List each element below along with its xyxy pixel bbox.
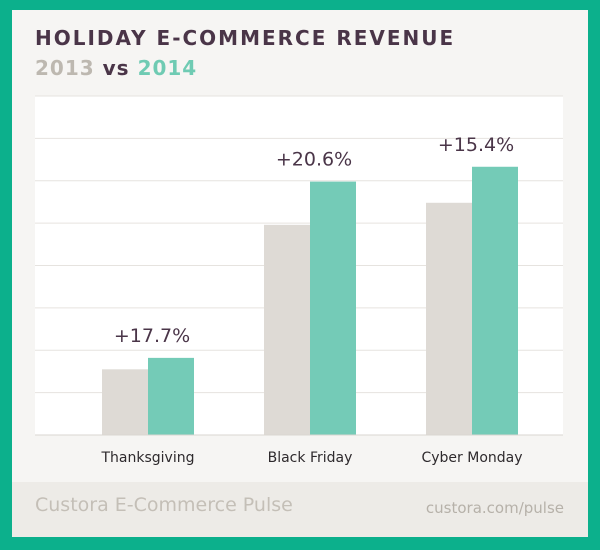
footer-url[interactable]: custora.com/pulse	[425, 499, 564, 517]
chart-card: HOLIDAY E-COMMERCE REVENUE 2013 vs 2014 …	[12, 10, 588, 537]
bar-2013-black-friday	[264, 224, 310, 435]
data-label-change: +15.4%	[438, 134, 514, 156]
data-label-change: +20.6%	[276, 149, 352, 171]
bar-2013-cyber-monday	[426, 202, 472, 435]
bar-chart: +17.7% Thanksgiving +20.6% Black Friday +15.…	[35, 95, 563, 466]
chart-subtitle: 2013 vs 2014	[35, 56, 197, 80]
bar-2014-cyber-monday	[472, 166, 518, 436]
x-tick-label: Black Friday	[268, 450, 353, 466]
bar-2014-black-friday	[310, 181, 356, 435]
legend-2013: 2013	[35, 56, 95, 80]
x-tick-label: Thanksgiving	[101, 450, 195, 466]
legend-vs: vs	[102, 56, 130, 80]
bar-2013-thanksgiving	[102, 369, 148, 435]
legend-2014: 2014	[137, 56, 198, 80]
brand-logo-text: Custora E-Commerce Pulse	[35, 494, 293, 516]
footer-bar: Custora E-Commerce Pulse custora.com/pul…	[12, 482, 588, 537]
chart-title: HOLIDAY E-COMMERCE REVENUE	[35, 26, 456, 50]
data-label-change: +17.7%	[114, 325, 190, 347]
bar-2014-thanksgiving	[148, 357, 194, 435]
x-tick-label: Cyber Monday	[421, 450, 522, 466]
